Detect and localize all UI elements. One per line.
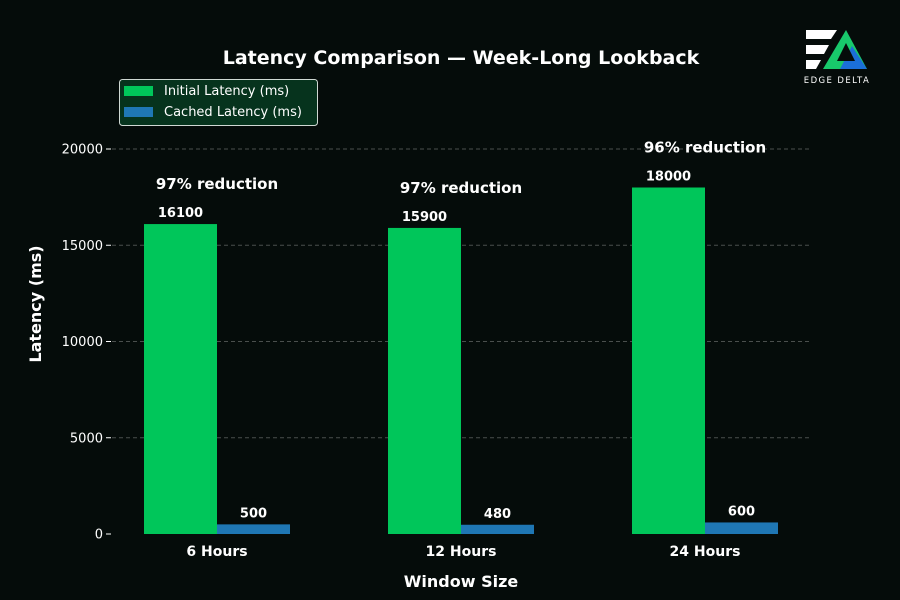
value-label-initial-1: 15900	[402, 210, 447, 225]
y-tick-label-4: 20000	[62, 143, 103, 158]
logo-wordmark: EDGE DELTA	[804, 76, 870, 86]
value-label-initial-2: 18000	[646, 170, 691, 185]
logo-stripe-2	[806, 45, 829, 54]
ticks-layer: 0 5000 10000 15000 20000 6 Hours 12 Hours 24 Ho…	[62, 143, 741, 561]
bar-initial-2	[632, 187, 705, 534]
bar-initial-1	[388, 227, 461, 535]
reduction-label-0: 97% reduction	[156, 175, 278, 193]
bar-initial-0	[144, 224, 217, 534]
y-tick-label-1: 5000	[70, 431, 103, 446]
legend-label-cached: Cached Latency (ms)	[164, 105, 302, 120]
edge-delta-logo: EDGE DELTA	[804, 30, 870, 86]
bar-cached-2	[705, 522, 778, 534]
x-tick-label-1: 12 Hours	[426, 544, 497, 560]
bar-cached-1	[461, 524, 534, 534]
value-label-cached-0: 500	[240, 506, 267, 521]
x-axis-label: Window Size	[404, 572, 519, 591]
legend-label-initial: Initial Latency (ms)	[164, 84, 289, 99]
x-tick-label-0: 6 Hours	[186, 544, 247, 560]
bars-layer	[144, 187, 778, 535]
reduction-label-2: 96% reduction	[644, 139, 766, 157]
labels-layer: 16100 500 97% reduction 15900 480 97% reducti…	[156, 139, 766, 522]
legend-box	[119, 79, 318, 126]
logo-stripe-3	[806, 60, 821, 69]
x-tick-label-2: 24 Hours	[670, 544, 741, 560]
logo-mark	[806, 30, 867, 69]
bar-cached-0	[217, 524, 290, 534]
y-tick-label-3: 15000	[62, 239, 103, 254]
logo-triangle-blue	[840, 46, 867, 69]
value-label-cached-2: 600	[728, 504, 755, 519]
logo-triangle-cutout	[837, 43, 855, 61]
logo-stripe-1	[806, 30, 837, 39]
y-axis-label: Latency (ms)	[26, 245, 45, 362]
y-tick-label-0: 0	[95, 528, 103, 543]
y-tick-label-2: 10000	[62, 335, 103, 350]
legend-swatch-initial	[124, 86, 153, 96]
value-label-cached-1: 480	[484, 507, 511, 522]
legend-swatch-cached	[124, 107, 153, 117]
chart-title: Latency Comparison — Week-Long Lookback	[223, 47, 700, 69]
value-label-initial-0: 16100	[158, 206, 203, 221]
reduction-label-1: 97% reduction	[400, 179, 522, 197]
legend: Initial Latency (ms) Cached Latency (ms)	[119, 79, 318, 126]
